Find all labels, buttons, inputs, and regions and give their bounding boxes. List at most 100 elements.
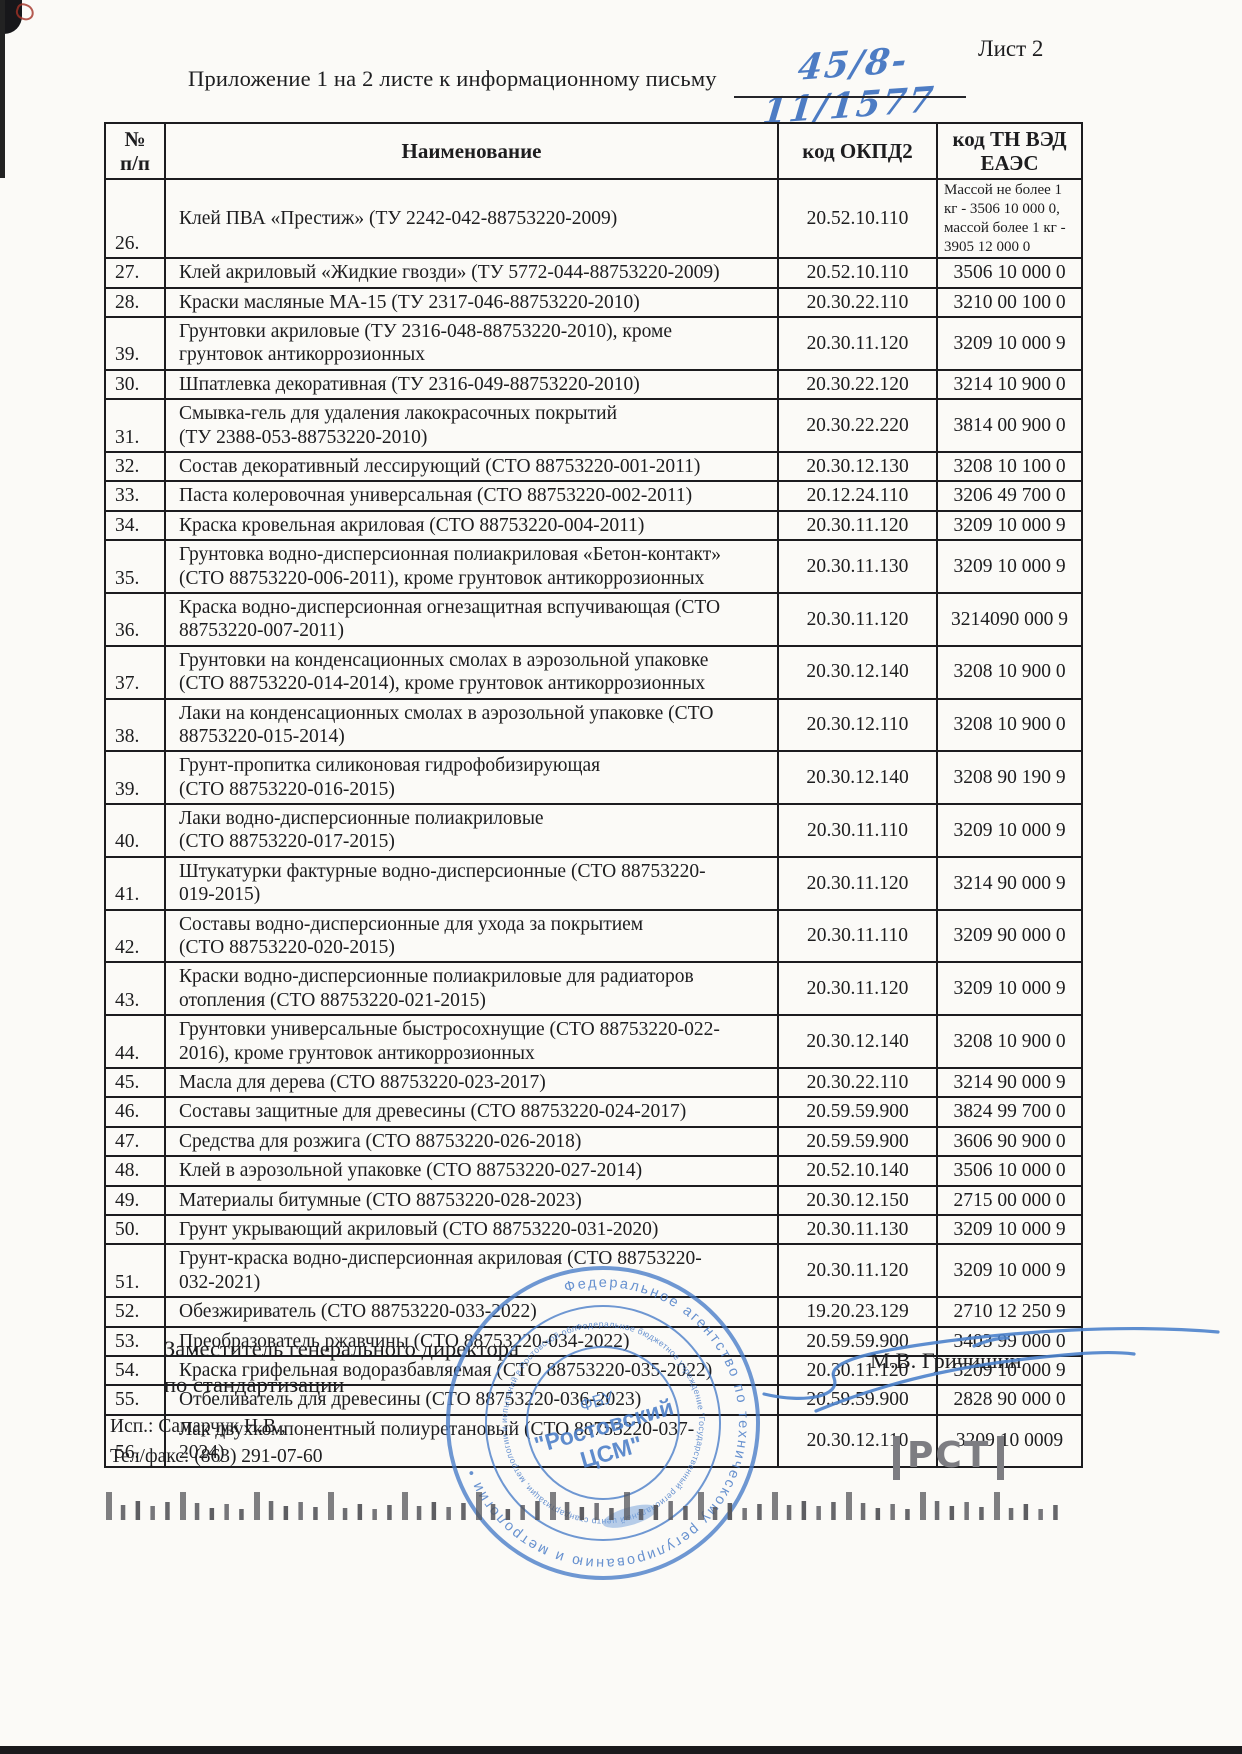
row-name: Составы водно-дисперсионные для ухода за… [164,908,779,964]
row-okpd2: 20.30.11.110 [777,803,938,858]
row-okpd2: 20.30.11.120 [777,1243,938,1299]
row-number: 31. [104,398,166,454]
row-name: Краски водно-дисперсионные полиакриловые… [164,961,779,1017]
row-tnved: 3210 00 100 0 [936,286,1083,319]
row-tnved: 2710 12 250 9 [936,1296,1083,1328]
row-number: 32. [104,451,166,483]
row-name: Лаки водно-дисперсионные полиакриловые (… [164,803,779,858]
row-name: Масла для дерева (СТО 88753220-023-2017) [164,1066,779,1099]
row-tnved: 3208 10 900 0 [936,697,1083,753]
row-number: 49. [104,1184,166,1216]
scan-bottom-edge [0,1746,1242,1754]
row-okpd2: 20.30.22.120 [777,368,938,401]
row-name: Грунтовка водно-дисперсионная полиакрило… [164,539,779,594]
row-name: Краска кровельная акриловая (СТО 8875322… [164,509,779,542]
header-num: № п/п [104,121,166,181]
row-name: Смывка-гель для удаления лакокрасочных п… [164,398,779,454]
header-tnved: код ТН ВЭД ЕАЭС [936,121,1083,181]
table-row: 39. Грунтовки акриловые (ТУ 2316-048-8875… [104,316,1083,371]
executor-phone: Тел/факс: (863) 291-07-60 [110,1446,323,1467]
row-tnved: 3214 10 900 0 [936,368,1083,401]
table-row: 30. Шпатлевка декоративная (ТУ 2316-049-8… [104,368,1083,401]
row-name: Клей ПВА «Престиж» (ТУ 2242-042-88753220… [164,178,779,260]
row-number: 34. [104,509,166,542]
row-number: 26. [104,178,166,260]
row-number: 36. [104,591,166,647]
row-number: 47. [104,1125,166,1158]
row-okpd2: 20.30.11.120 [777,591,938,647]
row-number: 35. [104,539,166,594]
row-tnved: 3209 90 000 0 [936,908,1083,964]
row-name: Клей в аэрозольной упаковке (СТО 8875322… [164,1155,779,1187]
row-okpd2: 20.59.59.900 [777,1096,938,1128]
row-tnved: 3506 10 000 0 [936,1155,1083,1187]
row-tnved: 3214090 000 9 [936,591,1083,647]
executor-name: Исп.: Самарчук Н.В., [110,1416,286,1437]
row-tnved: 3209 10 0009 [936,1413,1083,1469]
row-number: 41. [104,855,166,911]
header-name: Наименование [164,121,779,181]
row-number: 38. [104,697,166,753]
table-row: 43. Краски водно-дисперсионные полиакрило… [104,961,1083,1017]
row-okpd2: 20.59.59.900 [777,1384,938,1416]
row-tnved: 3208 10 100 0 [936,451,1083,483]
row-okpd2: 20.30.11.120 [777,509,938,542]
row-name: Грунтовки на конденсационных смолах в аэ… [164,644,779,700]
row-number: 56. [104,1413,166,1469]
row-okpd2: 20.30.12.130 [777,451,938,483]
row-name: Клей акриловый «Жидкие гвозди» (ТУ 5772-… [164,257,779,289]
table-row: 51. Грунт-краска водно-дисперсионная акри… [104,1243,1083,1299]
row-okpd2: 20.30.12.150 [777,1184,938,1216]
row-name: Грунт-пропитка силиконовая гидрофобизиру… [164,750,779,806]
rst-mark: РСТ [893,1436,1005,1480]
table-row: 46. Составы защитные для древесины (СТО 8… [104,1096,1083,1128]
row-name: Краски масляные МА-15 (ТУ 2317-046-88753… [164,286,779,319]
handwritten-letter-number: 45/8-11/1577 [760,39,938,133]
row-tnved: Массой не более 1 кг - 3506 10 000 0, ма… [936,178,1083,260]
row-number: 40. [104,803,166,858]
row-number: 44. [104,1014,166,1069]
row-okpd2: 20.52.10.140 [777,1155,938,1187]
row-okpd2: 20.30.12.140 [777,1014,938,1069]
letter-number-underline [734,96,966,98]
row-tnved: 3814 00 900 0 [936,398,1083,454]
table-body: 26. Клей ПВА «Престиж» (ТУ 2242-042-88753… [104,178,1083,1469]
row-number: 33. [104,480,166,512]
scan-edge-artifact [0,0,5,178]
row-name: Грунт укрывающий акриловый (СТО 88753220… [164,1213,779,1246]
row-number: 54. [104,1354,166,1387]
row-name: Паста колеровочная универсальная (СТО 88… [164,480,779,512]
sheet-number-label: Лист 2 [978,36,1044,61]
row-tnved: 3214 90 000 9 [936,855,1083,911]
row-okpd2: 20.30.11.120 [777,961,938,1017]
row-number: 30. [104,368,166,401]
row-name: Шпатлевка декоративная (ТУ 2316-049-8875… [164,368,779,401]
row-number: 46. [104,1096,166,1128]
row-number: 51. [104,1243,166,1299]
row-tnved: 3209 10 000 9 [936,316,1083,371]
row-tnved: 3214 90 000 9 [936,1066,1083,1099]
table-row: 50. Грунт укрывающий акриловый (СТО 88753… [104,1213,1083,1246]
barcode-graphic [106,1492,1058,1520]
table-row: 40. Лаки водно-дисперсионные полиакриловы… [104,803,1083,858]
row-name: Лаки на конденсационных смолах в аэрозол… [164,697,779,753]
row-name: Материалы битумные (СТО 88753220-028-202… [164,1184,779,1216]
row-tnved: 3209 10 000 9 [936,1243,1083,1299]
barcode [106,1484,1060,1520]
header-okpd2: код ОКПД2 [777,121,938,181]
row-okpd2: 20.52.10.110 [777,178,938,260]
row-name: Грунтовки универсальные быстросохнущие (… [164,1014,779,1069]
table-row: 49. Материалы битумные (СТО 88753220-028-… [104,1184,1083,1216]
row-tnved: 3506 10 000 0 [936,257,1083,289]
table-row: 37. Грунтовки на конденсационных смолах в… [104,644,1083,700]
row-okpd2: 20.30.22.110 [777,286,938,319]
row-number: 28. [104,286,166,319]
products-table: № п/п Наименование код ОКПД2 код ТН ВЭД … [104,121,1083,1469]
table-row: 35. Грунтовка водно-дисперсионная полиакр… [104,539,1083,594]
table-row: 34. Краска кровельная акриловая (СТО 8875… [104,509,1083,542]
signer-title-line1: Заместитель генерального директора [164,1336,519,1361]
row-okpd2: 19.20.23.129 [777,1296,938,1328]
row-number: 48. [104,1155,166,1187]
row-okpd2: 20.30.22.110 [777,1066,938,1099]
row-tnved: 3209 10 000 9 [936,509,1083,542]
